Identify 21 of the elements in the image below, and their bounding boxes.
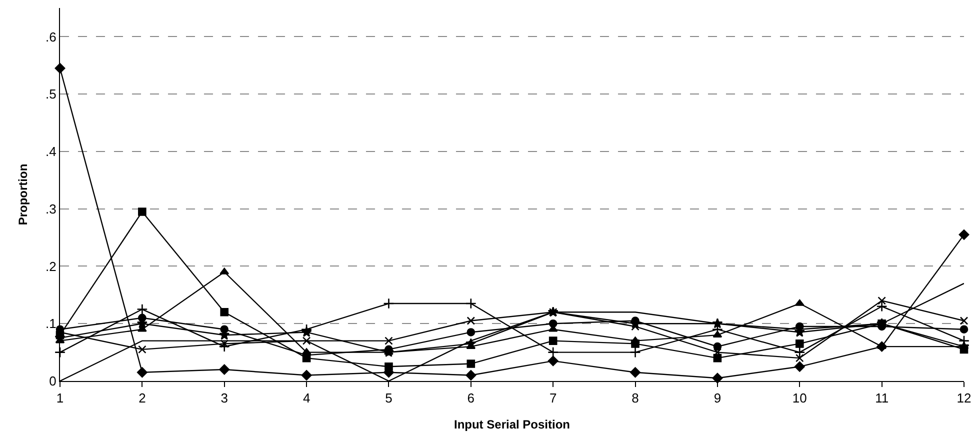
y-tick-label: .1 <box>46 316 56 332</box>
x-tick-label: 12 <box>956 390 972 406</box>
x-tick-label: 1 <box>56 390 64 406</box>
y-tick-label: .6 <box>46 29 56 44</box>
x-tick-label: 10 <box>792 390 807 406</box>
x-tick-label: 7 <box>549 390 557 406</box>
y-tick-label: .3 <box>46 201 56 216</box>
x-tick-label: 9 <box>714 390 722 406</box>
x-tick-label: 6 <box>467 390 475 406</box>
y-tick-label: 0 <box>49 374 56 389</box>
x-tick-label: 8 <box>632 390 639 406</box>
x-tick-label: 5 <box>385 390 392 406</box>
y-tick-label: .4 <box>46 144 56 160</box>
x-tick-label: 11 <box>875 390 889 406</box>
y-tick-label: .2 <box>46 258 56 274</box>
y-axis-title: Proportion <box>16 164 30 226</box>
x-tick-label: 3 <box>220 390 228 406</box>
x-axis-title: Input Serial Position <box>454 418 570 432</box>
x-tick-label: 4 <box>302 390 310 406</box>
y-tick-label: .5 <box>46 86 56 102</box>
x-tick-label: 2 <box>138 390 146 406</box>
